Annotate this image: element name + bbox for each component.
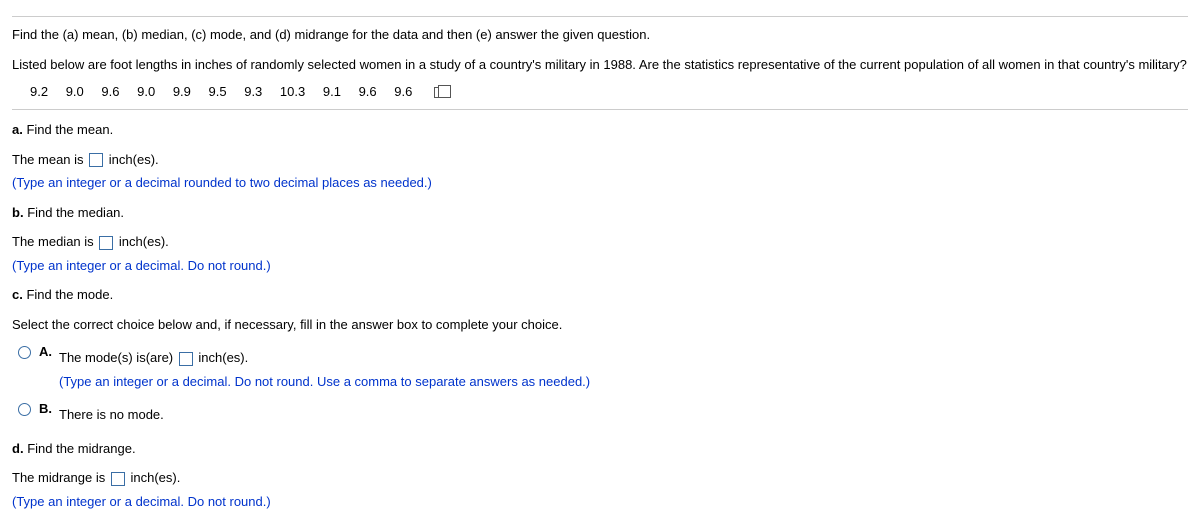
heading-c-letter: c.	[12, 287, 23, 302]
midrange-input[interactable]	[111, 472, 125, 486]
option-a-content: The mode(s) is(are) inch(es). (Type an i…	[59, 344, 1188, 395]
instruction-b: (Type an integer or a decimal. Do not ro…	[12, 256, 1188, 276]
heading-a: a. Find the mean.	[12, 120, 1188, 140]
answer-d-line: The midrange is inch(es).	[12, 468, 1188, 488]
mean-post: inch(es).	[109, 152, 159, 167]
heading-b: b. Find the median.	[12, 203, 1188, 223]
heading-d-letter: d.	[12, 441, 24, 456]
option-b-row: B. There is no mode.	[18, 401, 1188, 429]
data-val: 9.6	[101, 84, 119, 99]
section-d: d. Find the midrange.	[12, 439, 1188, 459]
data-val: 9.0	[66, 84, 84, 99]
median-input[interactable]	[99, 236, 113, 250]
midrange-pre: The midrange is	[12, 470, 105, 485]
section-a: a. Find the mean.	[12, 120, 1188, 140]
mean-input[interactable]	[89, 153, 103, 167]
answer-a-line: The mean is inch(es).	[12, 150, 1188, 170]
copy-icon[interactable]	[434, 87, 445, 98]
option-b-letter: B.	[39, 401, 55, 416]
option-b-text: There is no mode.	[59, 405, 1188, 425]
data-val: 10.3	[280, 84, 305, 99]
heading-d: d. Find the midrange.	[12, 439, 1188, 459]
option-a-row: A. The mode(s) is(are) inch(es). (Type a…	[18, 344, 1188, 395]
heading-a-text: Find the mean.	[26, 122, 113, 137]
median-pre: The median is	[12, 234, 94, 249]
heading-c-text: Find the mode.	[26, 287, 113, 302]
answer-d: The midrange is inch(es). (Type an integ…	[12, 468, 1188, 511]
divider-top	[12, 16, 1188, 17]
heading-b-letter: b.	[12, 205, 24, 220]
intro-line-2: Listed below are foot lengths in inches …	[12, 55, 1188, 75]
midrange-post: inch(es).	[130, 470, 180, 485]
mean-pre: The mean is	[12, 152, 84, 167]
option-a-line: The mode(s) is(are) inch(es).	[59, 348, 1188, 368]
data-val: 9.1	[323, 84, 341, 99]
radio-option-b[interactable]	[18, 403, 31, 416]
answer-b: The median is inch(es). (Type an integer…	[12, 232, 1188, 275]
heading-b-text: Find the median.	[27, 205, 124, 220]
data-val: 9.5	[209, 84, 227, 99]
data-val: 9.6	[359, 84, 377, 99]
prompt-c: Select the correct choice below and, if …	[12, 315, 1188, 335]
heading-d-text: Find the midrange.	[27, 441, 135, 456]
section-c: c. Find the mode.	[12, 285, 1188, 305]
option-a-letter: A.	[39, 344, 55, 359]
answer-b-line: The median is inch(es).	[12, 232, 1188, 252]
median-post: inch(es).	[119, 234, 169, 249]
options-c: A. The mode(s) is(are) inch(es). (Type a…	[12, 344, 1188, 429]
instruction-d: (Type an integer or a decimal. Do not ro…	[12, 492, 1188, 512]
mode-input[interactable]	[179, 352, 193, 366]
section-b: b. Find the median.	[12, 203, 1188, 223]
answer-a: The mean is inch(es). (Type an integer o…	[12, 150, 1188, 193]
data-values: 9.2 9.0 9.6 9.0 9.9 9.5 9.3 10.3 9.1 9.6…	[30, 84, 1188, 99]
data-val: 9.0	[137, 84, 155, 99]
instruction-a: (Type an integer or a decimal rounded to…	[12, 173, 1188, 193]
heading-c: c. Find the mode.	[12, 285, 1188, 305]
mode-post: inch(es).	[198, 350, 248, 365]
data-val: 9.6	[394, 84, 412, 99]
radio-option-a[interactable]	[18, 346, 31, 359]
heading-a-letter: a.	[12, 122, 23, 137]
intro-line-1: Find the (a) mean, (b) median, (c) mode,…	[12, 25, 1188, 45]
divider-mid	[12, 109, 1188, 110]
prompt-c-text: Select the correct choice below and, if …	[12, 315, 1188, 335]
data-val: 9.9	[173, 84, 191, 99]
data-val: 9.3	[244, 84, 262, 99]
instruction-c-a: (Type an integer or a decimal. Do not ro…	[59, 372, 1188, 392]
mode-pre: The mode(s) is(are)	[59, 350, 173, 365]
data-val: 9.2	[30, 84, 48, 99]
